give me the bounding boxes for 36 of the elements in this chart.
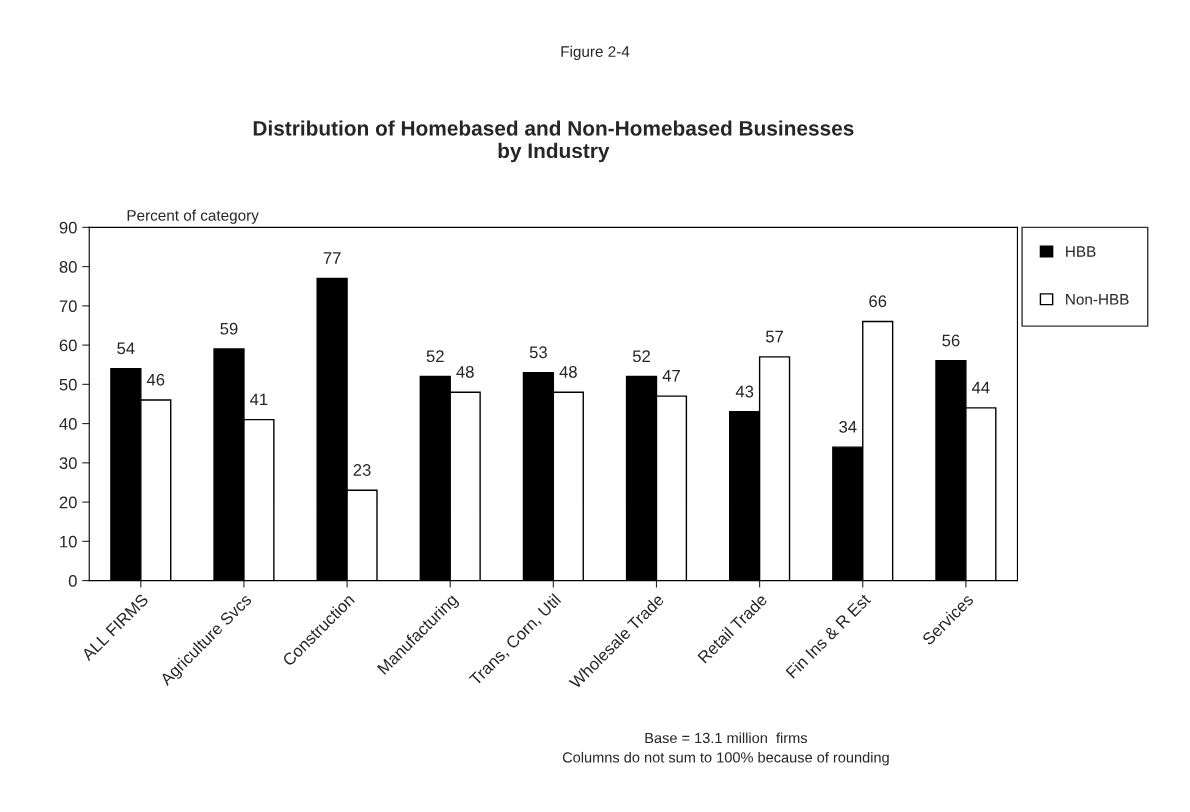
y-tick-label: 90 <box>59 221 77 234</box>
data-label: 41 <box>250 393 268 406</box>
data-label: 56 <box>942 334 960 347</box>
y-tick-label: 20 <box>59 496 77 509</box>
x-tick-label: Fin Ins & R Est <box>785 592 872 679</box>
data-label: 52 <box>426 350 444 363</box>
data-label: 44 <box>971 381 990 394</box>
y-tick-label: 30 <box>59 457 77 470</box>
data-label: 77 <box>323 252 341 264</box>
chart-title: Distribution of Homebased and Non-Homebased Businesses by Industry <box>253 120 854 163</box>
data-label: 48 <box>456 365 474 378</box>
data-label: 54 <box>117 342 135 355</box>
y-tick-label: 80 <box>59 261 77 273</box>
data-label: 52 <box>632 350 650 363</box>
data-label: 59 <box>220 322 238 335</box>
caption: Figure 2-4 <box>561 45 630 61</box>
legend-label: Non-HBB <box>1066 294 1129 305</box>
data-label: 57 <box>765 330 783 343</box>
data-label: 53 <box>529 346 547 359</box>
data-label: 48 <box>559 365 577 378</box>
y-tick-label: 70 <box>59 300 77 313</box>
y-axis-title: Percent of category <box>127 209 259 224</box>
data-label: 47 <box>662 370 680 382</box>
text: Columns do not sum to 100% because of rounding <box>562 751 889 766</box>
y-tick-label: 40 <box>59 417 77 430</box>
data-label: 23 <box>353 464 371 476</box>
data-label: 66 <box>869 295 887 308</box>
text: Base = 13.1 million firms <box>645 732 808 744</box>
legend-label: HBB <box>1066 246 1096 257</box>
y-tick-label: 0 <box>68 574 77 587</box>
data-label: 34 <box>839 420 857 433</box>
y-tick-label: 60 <box>59 339 77 352</box>
y-tick-label: 50 <box>59 378 77 391</box>
data-label: 46 <box>146 373 165 386</box>
data-label: 43 <box>735 385 754 398</box>
y-tick-label: 10 <box>60 535 77 548</box>
